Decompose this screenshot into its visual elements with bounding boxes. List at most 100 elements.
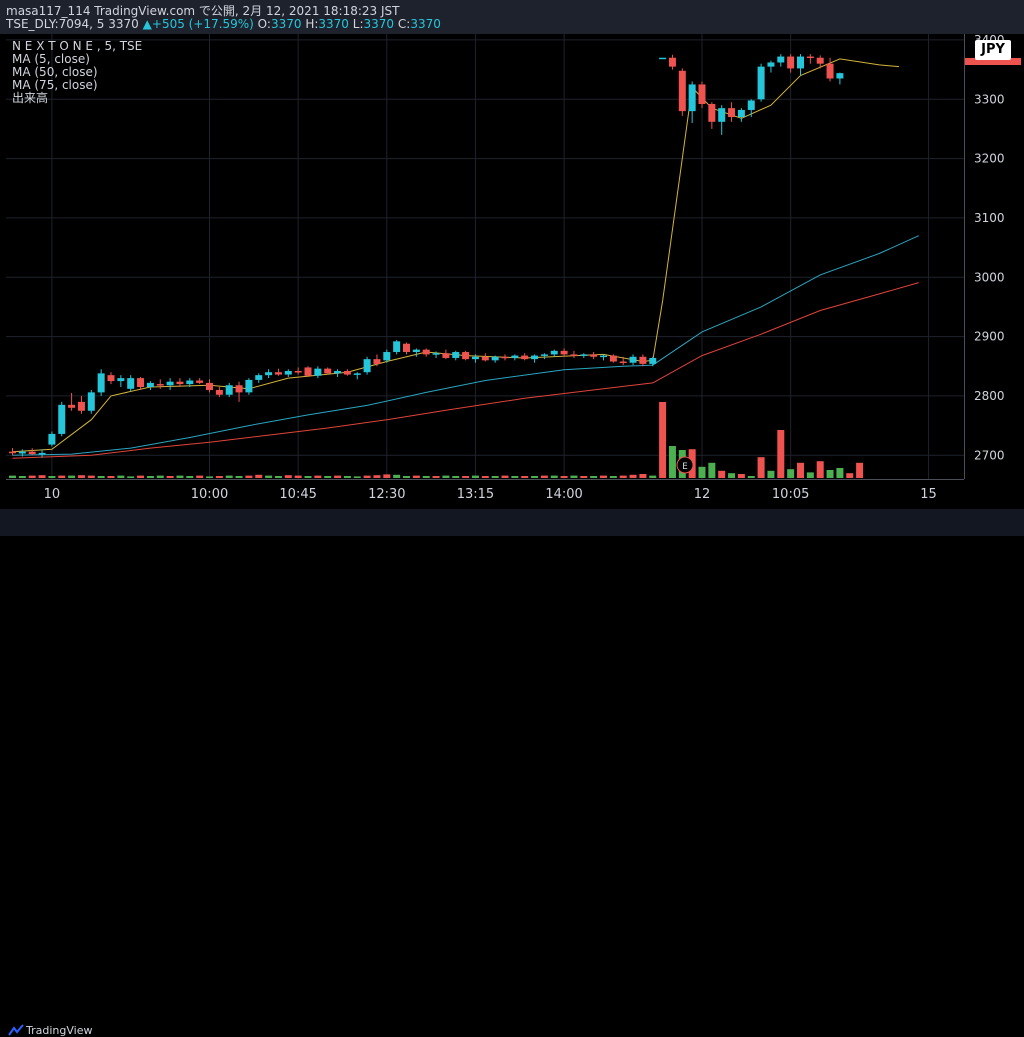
volume-bar xyxy=(540,475,548,478)
candle-body xyxy=(708,104,716,122)
candle xyxy=(718,105,726,135)
open-label: O: xyxy=(257,17,271,31)
candle xyxy=(383,349,391,363)
footer-brand[interactable]: TradingView xyxy=(26,1024,93,1037)
chart-legend: N E X T O N E , 5, TSE MA (5, close) MA … xyxy=(12,40,142,105)
candle xyxy=(531,354,539,363)
candle xyxy=(294,367,302,375)
candle xyxy=(225,382,233,398)
candle xyxy=(737,108,745,122)
volume-bars xyxy=(9,402,864,478)
candle xyxy=(186,378,194,388)
candle xyxy=(471,354,479,363)
volume-bar xyxy=(343,476,351,478)
volume-bar xyxy=(127,476,135,478)
volume-bar xyxy=(18,476,26,478)
candle xyxy=(363,356,371,375)
candle xyxy=(156,379,164,389)
candle xyxy=(245,378,253,395)
candle-body xyxy=(777,56,785,63)
candle xyxy=(590,352,598,360)
time-axis[interactable] xyxy=(6,479,964,510)
price-axis[interactable] xyxy=(964,34,1024,479)
candle-body xyxy=(225,385,233,395)
ma75-line xyxy=(12,282,919,459)
volume-bar xyxy=(77,475,85,478)
candle xyxy=(265,369,273,379)
candle-body xyxy=(48,433,56,445)
volume-bar xyxy=(816,461,824,478)
candle-body xyxy=(38,452,46,455)
candle xyxy=(38,449,46,458)
symbol-label[interactable]: TSE_DLY:7094, 5 xyxy=(6,17,105,31)
price-tick-label: 2800 xyxy=(974,389,1005,403)
candle xyxy=(393,340,401,355)
legend-ma50[interactable]: MA (50, close) xyxy=(12,65,98,79)
tradingview-logo-icon xyxy=(8,1024,24,1036)
candle xyxy=(442,349,450,360)
volume-bar xyxy=(836,468,844,478)
candle xyxy=(659,57,667,60)
candle-body xyxy=(649,357,657,364)
candle xyxy=(826,57,834,82)
candle xyxy=(462,350,470,361)
volume-bar xyxy=(659,402,667,478)
volume-bar xyxy=(590,476,598,478)
volume-bar xyxy=(806,472,814,478)
candle-body xyxy=(156,384,164,386)
candle-body xyxy=(816,57,824,64)
candle-body xyxy=(255,375,263,380)
volume-bar xyxy=(294,475,302,478)
close-label: C: xyxy=(397,17,411,31)
earnings-marker[interactable]: E xyxy=(676,456,694,474)
candle-body xyxy=(600,355,607,358)
candle-body xyxy=(531,355,539,360)
candle-body xyxy=(698,84,706,105)
volume-bar xyxy=(48,476,56,478)
legend-title[interactable]: N E X T O N E , 5, TSE xyxy=(12,39,143,53)
volume-bar xyxy=(334,475,342,478)
candle-body xyxy=(471,356,479,360)
volume-bar xyxy=(737,474,745,478)
candle-body xyxy=(9,451,16,454)
volume-bar xyxy=(383,474,391,478)
candle xyxy=(521,353,529,361)
candle-body xyxy=(334,371,342,374)
price-tick-label: 2700 xyxy=(974,448,1005,462)
ma50-line xyxy=(12,235,919,456)
candle xyxy=(806,54,814,64)
legend-volume[interactable]: 出来高 xyxy=(12,91,49,105)
volume-bar xyxy=(225,475,233,478)
volume-bar xyxy=(757,457,765,478)
candle xyxy=(58,401,66,437)
candle xyxy=(107,372,115,385)
currency-badge[interactable]: JPY xyxy=(975,40,1011,60)
candle-body xyxy=(117,378,125,382)
candle-body xyxy=(718,108,726,122)
candle-body xyxy=(629,356,637,363)
candle xyxy=(68,392,76,411)
candle-body xyxy=(146,382,154,388)
volume-bar xyxy=(708,462,716,478)
candle-body xyxy=(127,378,135,389)
candle-body xyxy=(609,355,617,362)
time-tick-label: 14:00 xyxy=(545,487,582,502)
candle-body xyxy=(580,354,588,356)
candle xyxy=(48,431,56,447)
candle-body xyxy=(137,378,145,388)
title-bar: masa117_114 TradingView.com で公開, 2月 12, … xyxy=(0,0,1024,34)
volume-bar xyxy=(255,474,263,478)
volume-bar xyxy=(186,476,194,478)
candle xyxy=(324,367,332,375)
time-tick-label: 10:45 xyxy=(279,487,316,502)
chart-pane[interactable] xyxy=(6,34,964,479)
volume-bar xyxy=(777,430,785,478)
candle xyxy=(9,448,16,456)
candle xyxy=(688,81,696,123)
legend-ma75[interactable]: MA (75, close) xyxy=(12,78,98,92)
candle-body xyxy=(343,371,351,375)
candlestick-chart[interactable]: 27002800290030003100320033003400 1010:00… xyxy=(0,0,1024,536)
legend-ma5[interactable]: MA (5, close) xyxy=(12,52,90,66)
candle xyxy=(127,375,135,392)
candle xyxy=(649,356,657,367)
